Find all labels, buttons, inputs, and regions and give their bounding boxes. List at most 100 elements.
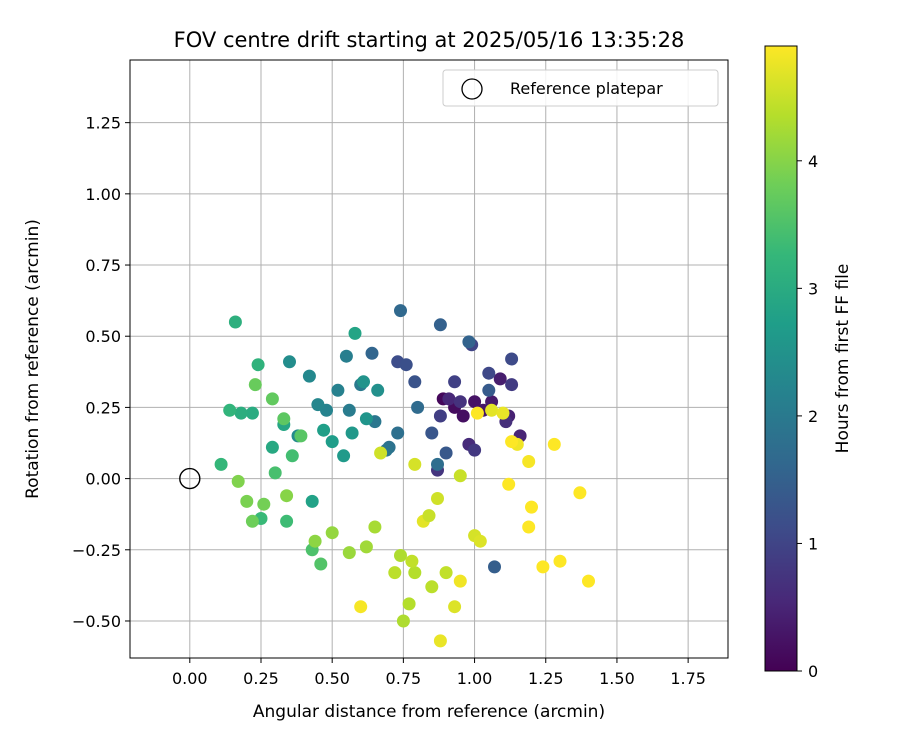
y-tick-label-1-25: 1.25 (85, 114, 121, 133)
data-point (473, 534, 487, 548)
x-tick-label-0-50: 0.50 (314, 669, 350, 688)
data-point (525, 500, 538, 514)
data-point (431, 492, 444, 505)
data-point (305, 494, 319, 508)
data-point (348, 326, 362, 340)
data-point (251, 358, 265, 372)
y-tick-label-0-75: 0.75 (85, 256, 121, 275)
data-point (314, 557, 328, 571)
data-point (522, 455, 536, 468)
data-point (425, 580, 439, 594)
data-point (265, 440, 279, 454)
y-tick-label-0-25: 0.25 (85, 398, 121, 417)
data-point (368, 520, 382, 534)
data-point (294, 429, 308, 443)
data-point (505, 378, 519, 392)
x-tick-label-1-25: 1.25 (528, 669, 564, 688)
y-tick-label-0-50: 0.50 (85, 327, 121, 346)
data-point (573, 486, 587, 500)
data-point (408, 375, 422, 389)
data-point (280, 514, 294, 528)
data-point (456, 409, 470, 423)
data-point (496, 406, 510, 420)
data-point (482, 383, 496, 397)
data-point (547, 437, 561, 451)
data-point (411, 400, 425, 414)
data-point (245, 514, 259, 528)
data-point (245, 406, 259, 420)
legend-entry-reference-platepar: Reference platepar (510, 79, 663, 98)
plot-frame (129, 59, 729, 659)
data-point (359, 412, 373, 426)
y-tick-label-minus-0-25: −0.25 (72, 541, 121, 560)
data-point (453, 574, 467, 588)
x-tick-label-0-25: 0.25 (243, 669, 279, 688)
legend-box (442, 69, 719, 107)
data-point (468, 443, 482, 457)
data-point (433, 409, 447, 423)
data-point (342, 403, 356, 417)
data-point (433, 318, 447, 332)
data-point (553, 554, 567, 568)
colorbar-tick-label-2: 2 (808, 407, 818, 426)
data-point (374, 446, 388, 460)
y-tick-label-0-00: 0.00 (85, 470, 121, 489)
data-point (394, 549, 407, 562)
data-point (502, 477, 516, 491)
data-point (582, 574, 595, 588)
data-point (325, 526, 339, 540)
data-point (283, 355, 296, 369)
data-point (342, 546, 356, 560)
data-point (505, 435, 519, 449)
data-point (522, 520, 536, 534)
data-point (422, 509, 436, 523)
chart-title: FOV centre drift starting at 2025/05/16 … (174, 28, 685, 52)
data-point (371, 383, 385, 397)
data-point (396, 614, 410, 628)
x-axis-label: Angular distance from reference (arcmin) (253, 702, 605, 722)
data-point (408, 457, 422, 471)
data-point (399, 358, 413, 372)
data-point (240, 494, 254, 508)
data-point (391, 426, 405, 440)
data-point (365, 346, 379, 360)
data-point (405, 554, 419, 568)
data-point (536, 560, 550, 574)
data-point (453, 395, 467, 409)
x-tick-label-0-75: 0.75 (386, 669, 422, 688)
data-point (425, 426, 439, 440)
data-point (234, 406, 248, 420)
data-point (453, 469, 467, 483)
data-point (505, 352, 519, 366)
y-tick-label-minus-0-50: −0.50 (72, 612, 121, 631)
legend: Reference platepar (442, 69, 719, 107)
data-point (485, 403, 499, 417)
y-axis-ticks: −0.50 −0.25 0.00 0.25 0.50 0.75 1.00 1.25 (72, 114, 130, 631)
data-point (488, 560, 501, 574)
data-point (325, 435, 339, 449)
data-point (439, 566, 453, 580)
y-axis-label: Rotation from reference (arcmin) (23, 219, 43, 499)
data-point (248, 378, 262, 392)
data-point (388, 566, 402, 580)
legend-marker-hollow-circle (461, 78, 483, 100)
data-point (311, 398, 325, 412)
data-point (431, 457, 444, 471)
data-point (402, 597, 416, 611)
data-point (280, 489, 294, 503)
data-point (302, 369, 316, 383)
data-point (268, 466, 282, 480)
colorbar-tick-label-4: 4 (808, 152, 818, 171)
data-point (448, 375, 462, 389)
colorbar-ticks: 0 1 2 3 4 (797, 152, 818, 681)
y-tick-label-1-00: 1.00 (85, 185, 121, 204)
data-point (448, 600, 462, 614)
data-point (214, 457, 228, 471)
data-point (357, 375, 370, 389)
x-tick-label-0-00: 0.00 (172, 669, 208, 688)
x-tick-label-1-75: 1.75 (670, 669, 706, 688)
data-point (223, 403, 237, 417)
colorbar-tick-label-0: 0 (808, 662, 818, 681)
data-point (482, 366, 496, 380)
data-point (339, 349, 353, 363)
